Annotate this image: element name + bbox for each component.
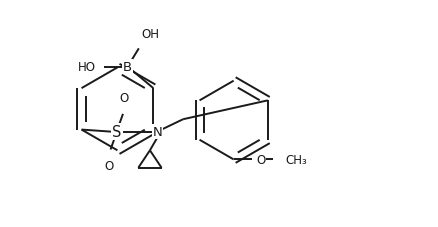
Text: B: B <box>123 61 132 74</box>
Text: O: O <box>120 91 129 104</box>
Text: HO: HO <box>78 61 96 74</box>
Text: O: O <box>257 153 266 166</box>
Text: S: S <box>112 125 121 140</box>
Text: CH₃: CH₃ <box>285 153 307 166</box>
Text: O: O <box>105 160 114 173</box>
Text: OH: OH <box>141 28 159 41</box>
Text: N: N <box>152 126 162 138</box>
